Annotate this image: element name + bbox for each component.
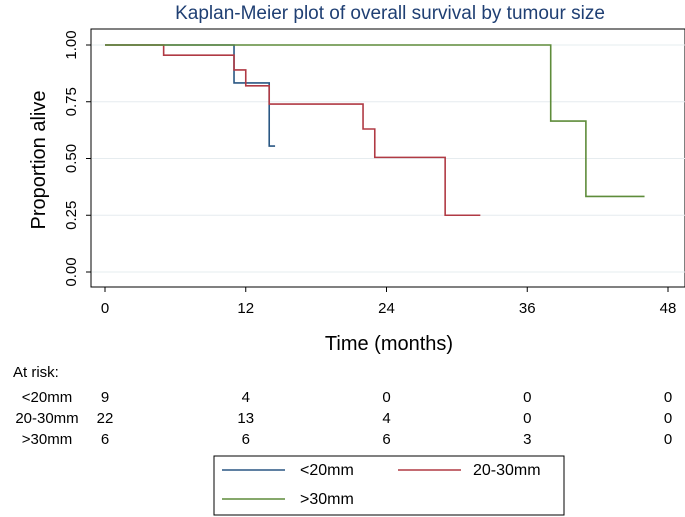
at-risk-count: 0 <box>664 431 672 448</box>
y-axis-label: Proportion alive <box>28 91 50 230</box>
legend: <20mm 20-30mm >30mm <box>222 462 541 508</box>
at-risk-count: 6 <box>382 431 390 448</box>
legend-box <box>213 455 565 516</box>
y-axis: 0.00 0.25 0.50 0.75 1.00 <box>63 30 91 287</box>
at-risk-count: 0 <box>523 410 531 427</box>
at-risk-count: 0 <box>664 389 672 406</box>
at-risk-count: 0 <box>523 389 531 406</box>
at-risk-count: 22 <box>97 410 114 427</box>
survival-curves <box>105 44 645 217</box>
x-tick-label: 48 <box>660 300 677 317</box>
at-risk-count: 4 <box>382 410 390 427</box>
y-tick-label: 0.25 <box>63 201 80 230</box>
at-risk-table: <20mm 9 4 0 0 0 20-30mm 22 13 4 0 0 >30mm 6 6 6 3 0 <box>15 389 672 448</box>
x-axis: 0 12 24 36 48 <box>101 287 677 317</box>
x-tick-label: 36 <box>519 300 536 317</box>
at-risk-count: 4 <box>242 389 250 406</box>
grid-lines <box>92 44 685 273</box>
x-axis-label: Time (months) <box>325 333 453 355</box>
at-risk-count: 3 <box>523 431 531 448</box>
at-risk-count: 13 <box>237 410 254 427</box>
at-risk-row-label: 20-30mm <box>15 410 78 427</box>
at-risk-count: 0 <box>382 389 390 406</box>
y-tick-label: 0.50 <box>63 144 80 173</box>
at-risk-row-label: >30mm <box>22 431 72 448</box>
chart-title: Kaplan-Meier plot of overall survival by… <box>175 3 605 24</box>
legend-label: 20-30mm <box>473 462 541 479</box>
legend-label: <20mm <box>300 462 354 479</box>
survival-curve-0 <box>105 44 276 147</box>
y-tick-label: 0.75 <box>63 87 80 116</box>
x-tick-label: 0 <box>101 300 109 317</box>
survival-curve-2 <box>105 44 645 198</box>
x-tick-label: 24 <box>378 300 395 317</box>
survival-curve-1 <box>105 44 481 217</box>
x-tick-label: 12 <box>237 300 254 317</box>
at-risk-count: 0 <box>664 410 672 427</box>
legend-label: >30mm <box>300 491 354 508</box>
at-risk-count: 9 <box>101 389 109 406</box>
at-risk-count: 6 <box>101 431 109 448</box>
at-risk-heading: At risk: <box>13 364 59 381</box>
y-tick-label: 0.00 <box>63 257 80 286</box>
at-risk-row-label: <20mm <box>22 389 72 406</box>
y-tick-label: 1.00 <box>63 30 80 59</box>
at-risk-count: 6 <box>242 431 250 448</box>
